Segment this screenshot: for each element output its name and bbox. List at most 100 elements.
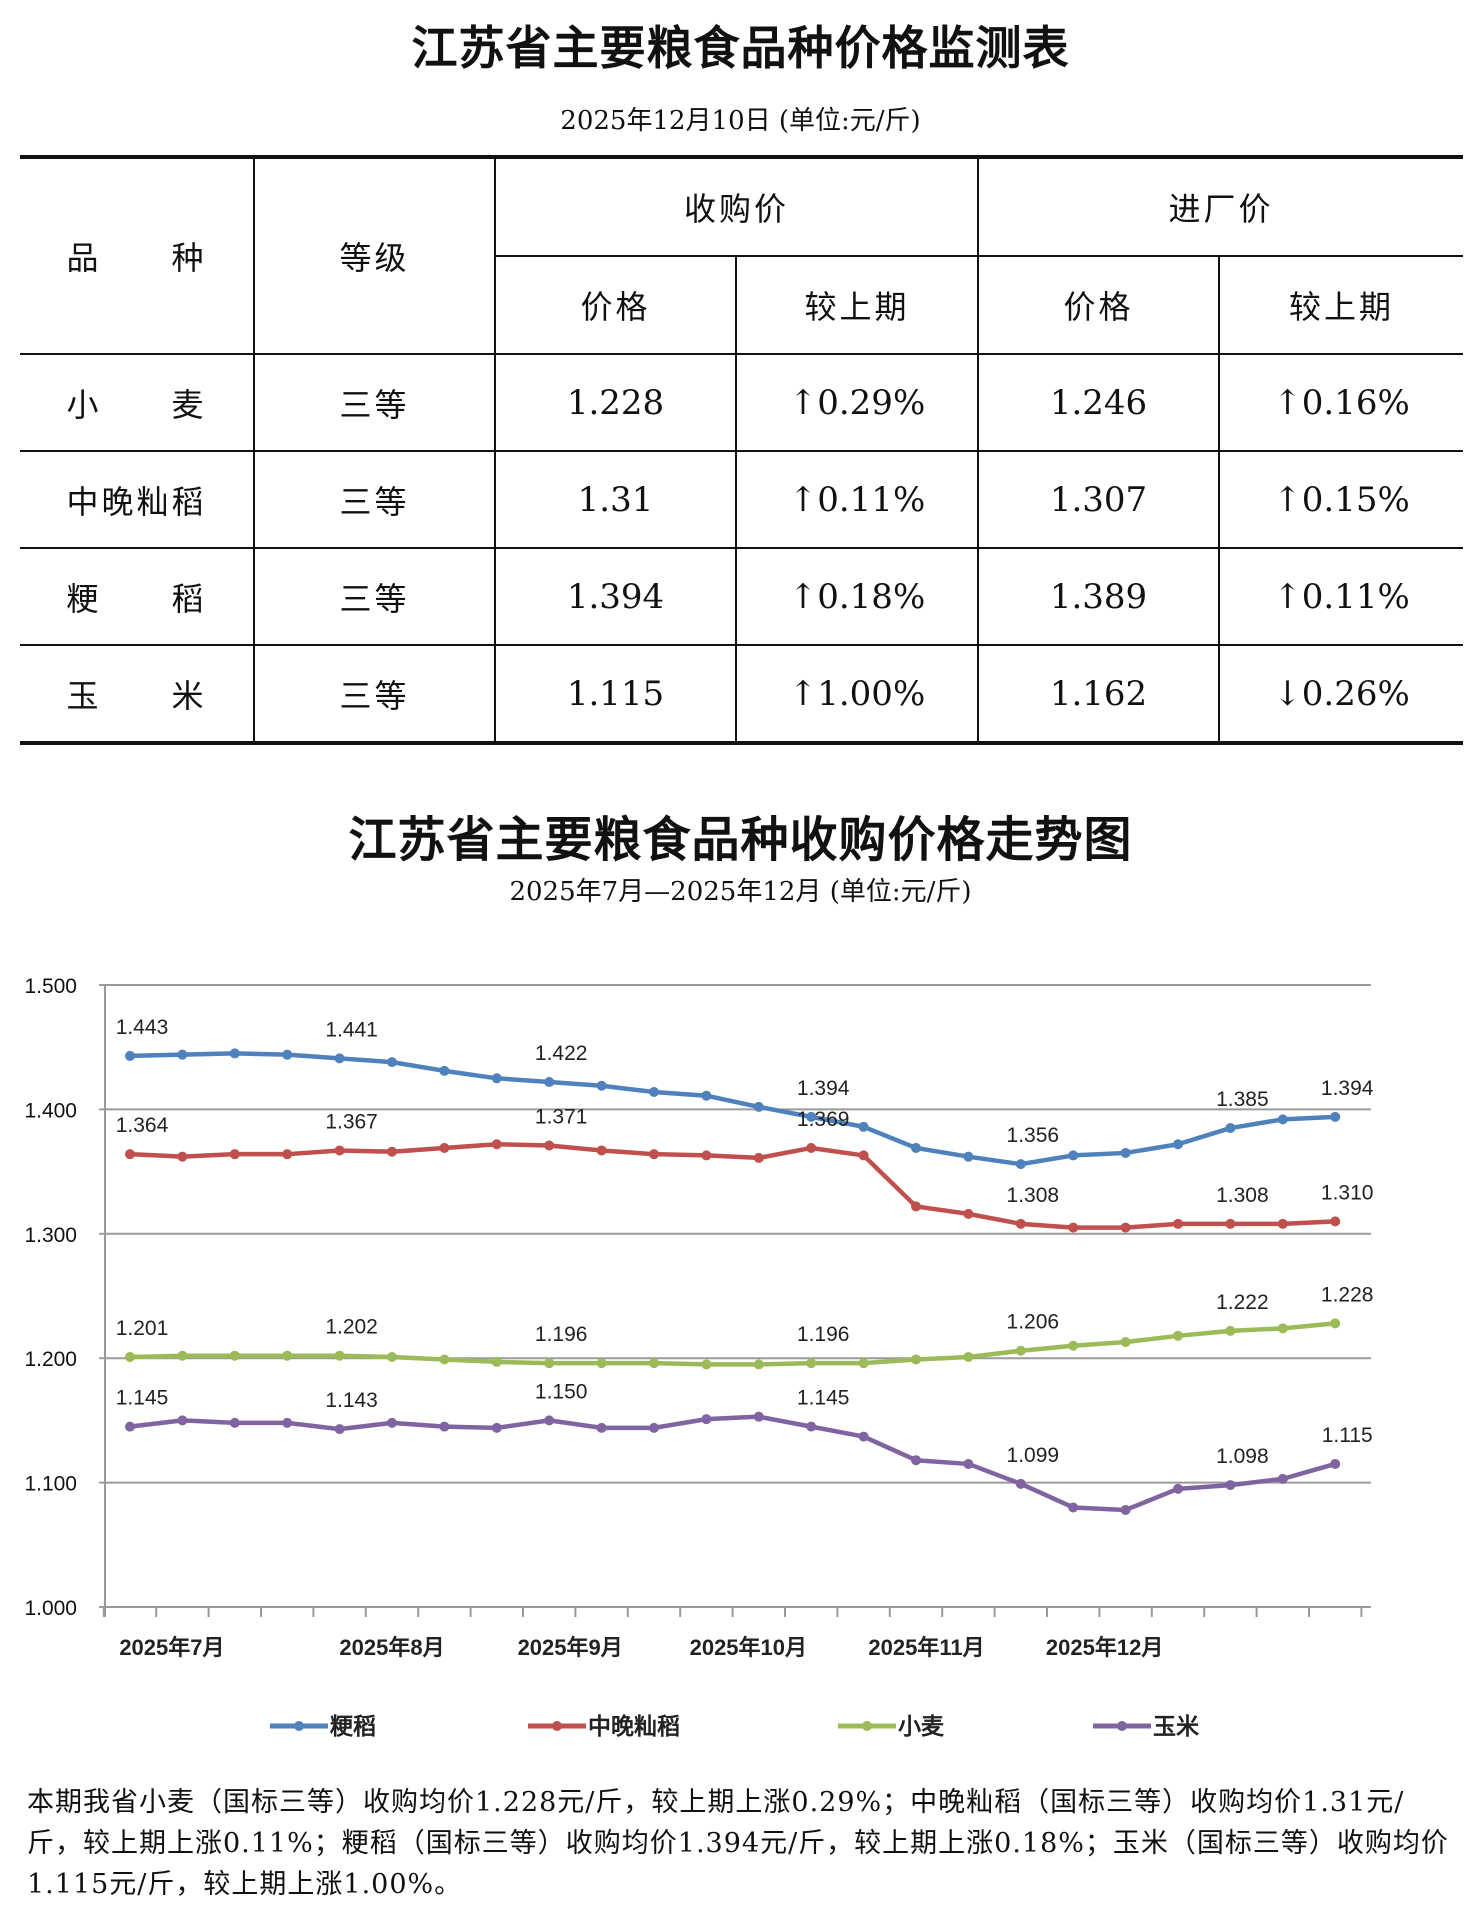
legend-label: 小麦 xyxy=(898,1713,945,1739)
data-point xyxy=(282,1149,293,1160)
data-label: 1.099 xyxy=(1007,1444,1060,1467)
header-purchase-price: 价格 xyxy=(495,255,737,355)
data-point xyxy=(911,1201,921,1212)
data-point xyxy=(1330,1318,1341,1329)
data-point xyxy=(1015,1218,1026,1229)
purchase-change: ↑0.29% xyxy=(734,353,980,452)
data-point xyxy=(911,1455,921,1466)
data-point xyxy=(1120,1222,1131,1233)
data-label: 1.308 xyxy=(1216,1184,1269,1207)
data-point xyxy=(1173,1483,1183,1494)
data-label: 1.371 xyxy=(535,1105,588,1128)
data-point xyxy=(387,1146,397,1157)
data-point xyxy=(125,1351,135,1362)
purchase-price: 1.228 xyxy=(494,353,737,452)
y-tick-label: 1.500 xyxy=(24,975,77,998)
purchase-change: ↑0.11% xyxy=(734,450,980,549)
data-point xyxy=(806,1111,817,1122)
variety: 中晚籼稻 xyxy=(20,450,255,549)
data-point xyxy=(1068,1150,1079,1161)
x-tick-label: 2025年12月 xyxy=(1046,1635,1163,1660)
chart-title: 江苏省主要粮食品种收购价格走势图 xyxy=(348,812,1133,868)
variety: 玉 米 xyxy=(20,644,255,743)
factory-change: ↓0.26% xyxy=(1218,644,1464,743)
x-tick-label: 2025年10月 xyxy=(690,1635,807,1660)
data-point xyxy=(701,1090,712,1101)
legend-label: 玉米 xyxy=(1153,1713,1200,1739)
data-point xyxy=(1225,1480,1236,1491)
data-label: 1.422 xyxy=(535,1042,588,1065)
data-point xyxy=(1015,1478,1026,1489)
factory-price: 1.162 xyxy=(977,644,1221,743)
data-point xyxy=(649,1086,659,1097)
factory-price: 1.307 xyxy=(977,450,1221,549)
data-point xyxy=(596,1358,607,1369)
series-line-小麦 xyxy=(129,1321,1336,1367)
data-point xyxy=(1330,1458,1341,1469)
y-tick-label: 1.000 xyxy=(24,1597,77,1620)
data-label: 1.145 xyxy=(116,1387,169,1410)
purchase-change: ↑0.18% xyxy=(734,547,980,646)
data-point xyxy=(701,1359,712,1370)
data-point xyxy=(701,1414,712,1425)
purchase-price: 1.31 xyxy=(494,450,737,549)
data-point xyxy=(649,1149,659,1160)
purchase-change: ↑1.00% xyxy=(734,644,980,743)
x-tick-label: 2025年9月 xyxy=(518,1635,623,1660)
data-label: 1.356 xyxy=(1007,1124,1060,1147)
data-label: 1.196 xyxy=(797,1323,850,1346)
data-label: 1.394 xyxy=(797,1077,850,1100)
data-point xyxy=(229,1149,240,1160)
data-point xyxy=(963,1351,974,1362)
data-point xyxy=(1330,1216,1341,1227)
summary-text: 本期我省小麦（国标三等）收购均价1.228元/斤，较上期上涨0.29%；中晚籼稻… xyxy=(27,1787,1449,1900)
data-point xyxy=(1277,1218,1288,1229)
data-label: 1.441 xyxy=(325,1018,378,1041)
legend-marker xyxy=(1117,1721,1127,1731)
data-point xyxy=(125,1149,135,1160)
data-point xyxy=(858,1358,869,1369)
data-point xyxy=(125,1050,135,1061)
data-point xyxy=(229,1350,240,1361)
x-tick-label: 2025年7月 xyxy=(119,1635,224,1660)
legend-label: 粳稻 xyxy=(330,1713,376,1739)
y-tick-label: 1.100 xyxy=(24,1473,77,1496)
data-point xyxy=(1015,1159,1026,1170)
data-label: 1.201 xyxy=(116,1317,169,1340)
data-point xyxy=(544,1415,555,1426)
y-tick-label: 1.400 xyxy=(24,1099,77,1122)
x-tick-label: 2025年11月 xyxy=(868,1635,984,1660)
data-label: 1.367 xyxy=(325,1110,378,1133)
variety: 粳 稻 xyxy=(20,547,255,646)
data-label: 1.145 xyxy=(797,1387,850,1410)
data-point xyxy=(1120,1504,1131,1515)
data-point xyxy=(753,1152,764,1163)
data-point xyxy=(1277,1114,1288,1125)
data-point xyxy=(177,1151,188,1162)
header-factory-price: 价格 xyxy=(977,255,1221,355)
data-point xyxy=(1277,1323,1288,1334)
factory-change: ↑0.16% xyxy=(1218,353,1464,452)
data-point xyxy=(649,1358,659,1369)
data-point xyxy=(596,1145,607,1156)
data-point xyxy=(1225,1218,1236,1229)
grade: 三等 xyxy=(253,547,496,646)
data-point xyxy=(596,1080,607,1091)
data-label: 1.222 xyxy=(1216,1291,1269,1314)
data-point xyxy=(177,1350,188,1361)
data-label: 1.202 xyxy=(325,1316,378,1339)
factory-change: ↑0.15% xyxy=(1218,450,1464,549)
header-factory-change: 较上期 xyxy=(1218,255,1464,355)
series-line-玉米 xyxy=(129,1414,1336,1513)
data-label: 1.364 xyxy=(116,1114,169,1137)
table-subtitle: 2025年12月10日 (单位:元/斤) xyxy=(560,106,921,136)
data-point xyxy=(1225,1123,1236,1134)
data-point xyxy=(387,1417,397,1428)
legend-marker xyxy=(552,1721,562,1731)
y-tick-label: 1.300 xyxy=(24,1224,77,1247)
data-point xyxy=(1120,1147,1131,1158)
data-point xyxy=(1277,1473,1288,1484)
data-point xyxy=(439,1065,450,1076)
data-point xyxy=(491,1356,502,1367)
data-point xyxy=(753,1411,764,1422)
